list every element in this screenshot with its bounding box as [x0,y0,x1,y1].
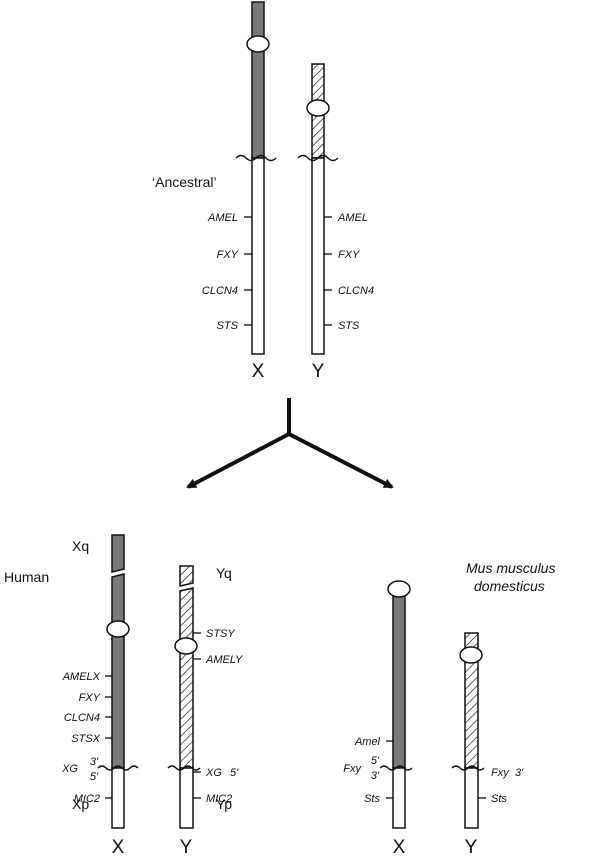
human-x-q-arm [112,574,124,768]
human-x-gene-ticks [105,676,112,798]
ancestral-x-label: X [252,361,265,382]
human-panel: Human Xq Xp Yq Yp AMELX FXY CLCN4 STSX X… [4,535,243,858]
ancestral-panel: ‘Ancestral’ AMEL FXY CLCN4 STS X [152,2,374,382]
human-x-label: X [112,837,125,858]
ancestral-x-gene-label: AMEL [207,212,238,224]
human-x-gene-label: CLCN4 [64,712,100,724]
ancestral-x-q-arm [252,2,264,158]
ancestral-y-label: Y [312,361,325,382]
mouse-x-fxy-3prime: 3' [371,770,380,782]
mouse-x-q-arm [393,589,405,768]
human-y-q-arm [180,588,193,768]
human-x-q-tip [112,535,124,572]
human-y-gene-label: MIC2 [206,793,232,805]
ancestral-title: ‘Ancestral’ [152,174,217,190]
mouse-x-fxy-5prime: 5' [371,755,380,767]
human-yq-label: Yq [216,565,232,581]
human-y-gene-label: XG [205,767,222,779]
mouse-y-chromosome [452,633,484,828]
mouse-y-centromere [460,647,482,663]
ancestral-y-chromosome [298,64,338,354]
mouse-title-line1: Mus musculus [466,560,555,576]
ancestral-x-gene-ticks [244,217,252,325]
ancestral-x-p-arm [252,158,264,354]
human-y-label: Y [180,837,193,858]
mouse-x-chromosome [380,581,412,828]
ancestral-y-centromere [307,100,329,116]
human-x-xg-5prime: 5' [90,771,99,783]
ancestral-x-chromosome [236,2,276,354]
human-x-p-arm [112,768,124,828]
mouse-y-p-arm [465,768,478,828]
ancestral-x-gene-label: CLCN4 [202,285,238,297]
mouse-x-p-arm [393,768,405,828]
ancestral-y-gene-label: STS [338,320,360,332]
human-y-gene-label: STSY [206,628,235,640]
mouse-x-gene-label: Sts [364,793,380,805]
mouse-x-centromere [388,581,410,597]
ancestral-y-gene-label: AMEL [337,212,368,224]
arrow-to-human [188,434,289,487]
ancestral-y-p-arm [312,158,324,354]
ancestral-y-gene-label: FXY [338,249,360,261]
human-y-p-arm [180,768,193,828]
mouse-x-gene-label: Fxy [343,763,362,775]
mouse-title-line2: domesticus [474,578,545,594]
human-y-gene-label: AMELY [205,654,243,666]
human-y-chromosome [168,566,200,828]
human-x-gene-label: XG [61,763,78,775]
ancestral-x-gene-label: STS [217,320,239,332]
human-x-gene-label: MIC2 [74,793,100,805]
human-title: Human [4,569,49,585]
arrow-to-mouse [289,434,392,487]
human-xq-label: Xq [72,538,89,554]
mouse-y-gene-label: Sts [491,793,507,805]
human-y-gene-ticks [193,633,201,798]
ancestral-y-gene-ticks [324,217,332,325]
human-y-q-tip [180,566,193,586]
human-x-chromosome [98,535,138,828]
mouse-y-fxy-3prime: 3' [515,767,524,779]
human-y-xg-5prime: 5' [230,767,239,779]
mouse-panel: Mus musculus domesticus Amel Fxy Sts 5' … [343,560,555,858]
mouse-y-gene-label: Fxy [491,767,510,779]
human-x-gene-label: FXY [79,692,101,704]
ancestral-y-gene-label: CLCN4 [338,285,374,297]
ancestral-x-centromere [247,36,269,52]
mouse-y-label: Y [465,837,478,858]
human-x-xg-3prime: 3' [90,756,99,768]
human-x-centromere [107,621,129,637]
mouse-x-label: X [393,837,406,858]
human-x-gene-label: STSX [71,733,100,745]
divergence-arrows [188,398,392,487]
ancestral-x-gene-label: FXY [217,249,239,261]
mouse-x-gene-label: Amel [354,736,381,748]
human-x-gene-label: AMELX [62,671,101,683]
human-y-centromere [175,638,197,654]
